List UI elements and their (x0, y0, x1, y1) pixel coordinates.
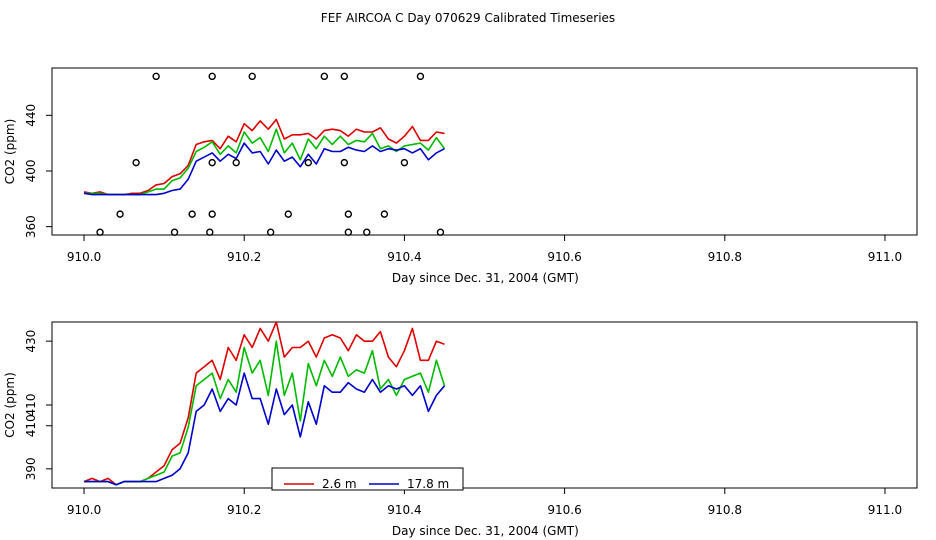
legend-label: 17.8 m (407, 477, 449, 491)
x-tick-label: 910.8 (708, 250, 742, 264)
data-point (116, 210, 124, 218)
x-axis-label: Day since Dec. 31, 2004 (GMT) (392, 524, 579, 538)
data-point (400, 158, 409, 167)
data-point (208, 72, 216, 81)
series-line-1 (83, 118, 445, 196)
plot-frame (51, 321, 918, 489)
series-line-3 (83, 142, 445, 196)
data-point (170, 228, 179, 236)
data-point (304, 158, 312, 167)
data-point (232, 158, 240, 167)
data-point (340, 158, 349, 167)
y-axis-label: CO2 (ppm) (3, 119, 17, 185)
data-point (248, 72, 256, 81)
x-tick-label: 910.2 (227, 250, 261, 264)
legend-label: 2.6 m (322, 477, 357, 491)
y-axis-label: CO2 (ppm) (3, 372, 17, 438)
data-point (436, 228, 445, 236)
data-point (208, 158, 216, 167)
x-tick-label: 910.8 (708, 503, 742, 517)
y-tick-label: 390 (24, 457, 38, 480)
x-tick-label: 911.0 (868, 503, 902, 517)
data-point (266, 228, 275, 236)
data-point (206, 228, 214, 236)
x-tick-label: 910.0 (67, 250, 101, 264)
x-tick-label: 910.0 (67, 503, 101, 517)
data-point (320, 72, 329, 81)
y-tick-label: 360 (24, 215, 38, 238)
data-point (284, 210, 292, 218)
plot-frame (51, 67, 918, 236)
y-tick-label: 410 (24, 414, 38, 437)
page-title: FEF AIRCOA C Day 070629 Calibrated Times… (321, 11, 615, 25)
data-point (380, 210, 389, 218)
data-point (344, 228, 353, 236)
x-axis-label: Day since Dec. 31, 2004 (GMT) (392, 271, 579, 285)
data-point (363, 228, 371, 236)
data-point (152, 72, 160, 81)
y-tick-label: 440 (24, 104, 38, 127)
y-tick-label: 400 (24, 160, 38, 183)
data-point (96, 228, 104, 236)
x-tick-label: 910.6 (547, 250, 581, 264)
top-panel: 910.0 910.2 910.4 910.6 910.8 911.0 360 400 440 D… (3, 67, 918, 285)
series-line-2 (84, 340, 446, 486)
data-point (340, 72, 349, 81)
data-point (344, 210, 353, 218)
y-tick-label: 430 (24, 330, 38, 353)
data-point (416, 72, 425, 81)
x-tick-label: 910.4 (387, 503, 421, 517)
data-point (208, 210, 216, 218)
data-point (188, 210, 196, 218)
legend-box (271, 467, 464, 491)
series-line-1 (83, 321, 445, 486)
x-tick-label: 910.4 (387, 250, 421, 264)
x-tick-label: 911.0 (868, 250, 902, 264)
x-tick-label: 910.6 (547, 503, 581, 517)
data-point (132, 158, 140, 167)
series-line-3 (84, 372, 446, 486)
y-tick-label: 410 (24, 394, 38, 417)
series-line-2 (84, 128, 446, 196)
x-tick-label: 910.2 (227, 503, 261, 517)
